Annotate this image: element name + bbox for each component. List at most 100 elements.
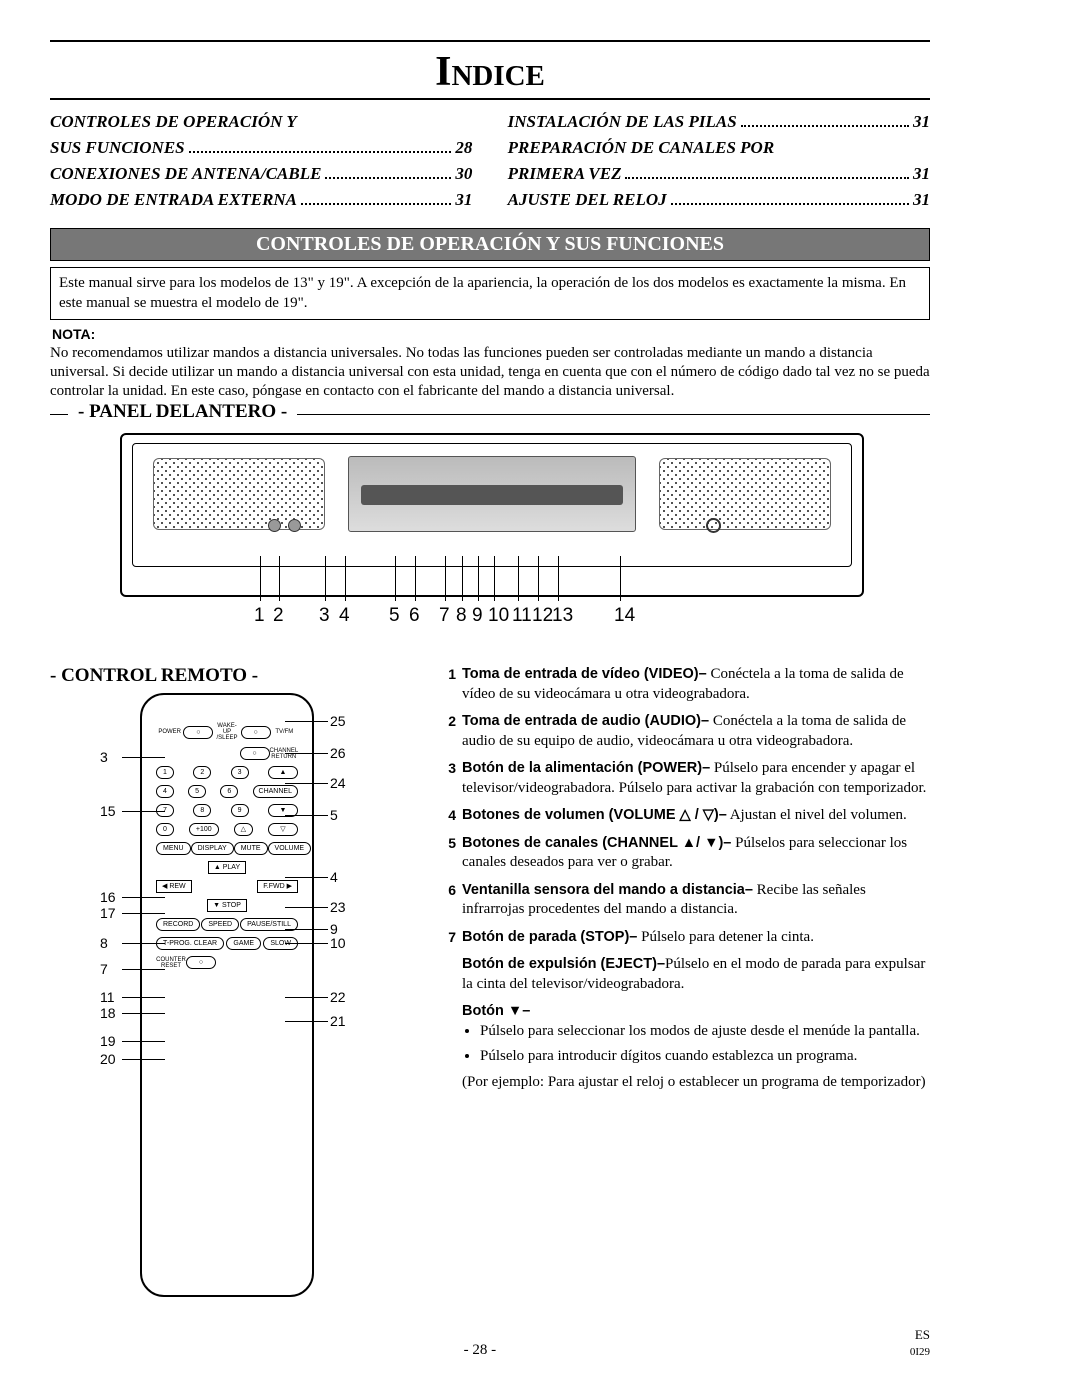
description-item: 1Toma de entrada de vídeo (VIDEO)– Conéc… bbox=[440, 665, 930, 704]
page-title: Indice bbox=[50, 48, 930, 96]
remote-key: CHANNEL bbox=[253, 785, 298, 798]
callout-number: 9 bbox=[472, 605, 483, 627]
remote-key: △ bbox=[234, 823, 253, 836]
notice-box: Este manual sirve para los modelos de 13… bbox=[50, 267, 930, 320]
callout-number: 12 bbox=[532, 605, 553, 627]
remote-lead-line bbox=[122, 1041, 165, 1042]
remote-lead-line bbox=[122, 997, 165, 998]
remote-key: +100 bbox=[189, 823, 219, 836]
remote-key: ▼ STOP bbox=[207, 899, 247, 912]
toc-entry: AJUSTE DEL RELOJ bbox=[508, 190, 667, 210]
remote-key: 1 bbox=[156, 766, 174, 779]
remote-key-area: POWER○WAKE-UP /SLEEP○TV/FM○CHANNEL RETUR… bbox=[152, 717, 302, 1095]
remote-key: 3 bbox=[231, 766, 249, 779]
callout-number: 11 bbox=[512, 605, 532, 627]
tape-slot bbox=[361, 485, 623, 505]
description-text: Toma de entrada de audio (AUDIO)– Conéct… bbox=[462, 712, 930, 751]
audio-jack-icon bbox=[288, 519, 301, 532]
remote-callout-number: 24 bbox=[330, 775, 346, 791]
description-item: Botón de expulsión (EJECT)–Púlselo en el… bbox=[440, 955, 930, 994]
remote-lead-line bbox=[122, 1013, 165, 1014]
remote-key: MENU bbox=[156, 842, 191, 855]
callout-line bbox=[518, 556, 519, 601]
remote-key: ○ bbox=[240, 747, 270, 760]
remote-key: ○ bbox=[241, 726, 271, 739]
description-item: 5Botones de canales (CHANNEL ▲/ ▼)– Púls… bbox=[440, 834, 930, 873]
front-panel-figure: 1234567891011121314 bbox=[100, 433, 880, 653]
description-text: Botón ▼–Púlselo para seleccionar los mod… bbox=[462, 1002, 930, 1092]
description-text: Botones de canales (CHANNEL ▲/ ▼)– Púlse… bbox=[462, 834, 930, 873]
remote-key: RECORD bbox=[156, 918, 200, 931]
remote-key: 2 bbox=[193, 766, 211, 779]
bullet-item: Púlselo para seleccionar los modos de aj… bbox=[480, 1022, 930, 1042]
remote-key: ▲ bbox=[268, 766, 298, 779]
tape-deck bbox=[348, 456, 636, 532]
remote-callout-number: 25 bbox=[330, 713, 346, 729]
remote-lead-line bbox=[122, 943, 165, 944]
remote-lead-line bbox=[122, 913, 165, 914]
remote-key-label: COUNTER RESET bbox=[156, 957, 186, 969]
callout-number: 7 bbox=[439, 605, 450, 627]
rule-mid bbox=[50, 98, 930, 100]
remote-callout-number: 19 bbox=[100, 1033, 116, 1049]
callout-number: 5 bbox=[389, 605, 400, 627]
description-text: Botón de parada (STOP)– Púlselo para det… bbox=[462, 928, 930, 948]
description-number: 7 bbox=[440, 928, 456, 948]
remote-key: ◀ REW bbox=[156, 880, 192, 893]
callout-number: 1 bbox=[254, 605, 265, 627]
remote-key: VOLUME bbox=[268, 842, 312, 855]
remote-key: ○ bbox=[186, 956, 216, 969]
remote-key: 4 bbox=[156, 785, 174, 798]
remote-lead-line bbox=[122, 811, 165, 812]
callout-line bbox=[558, 556, 559, 601]
remote-callout-number: 22 bbox=[330, 989, 346, 1005]
toc-entry: SUS FUNCIONES bbox=[50, 138, 185, 158]
remote-callout-number: 23 bbox=[330, 899, 346, 915]
remote-lead-line bbox=[122, 757, 165, 758]
callout-line bbox=[345, 556, 346, 601]
bullet-item: Púlselo para introducir dígitos cuando e… bbox=[480, 1047, 930, 1067]
remote-key: ▽ bbox=[268, 823, 298, 836]
toc-entry: PRIMERA VEZ bbox=[508, 164, 622, 184]
table-of-contents: CONTROLES DE OPERACIÓN Y SUS FUNCIONES28… bbox=[50, 112, 930, 210]
callout-number: 3 bbox=[319, 605, 330, 627]
toc-entry: PREPARACIÓN DE CANALES POR bbox=[508, 138, 775, 158]
remote-key: SPEED bbox=[201, 918, 239, 931]
speaker-left-icon bbox=[153, 458, 325, 530]
remote-key: F.FWD ▶ bbox=[257, 880, 298, 893]
toc-page: 30 bbox=[455, 164, 472, 184]
remote-callout-number: 18 bbox=[100, 1005, 116, 1021]
lang-code: ES bbox=[915, 1327, 930, 1342]
toc-entry: CONEXIONES DE ANTENA/CABLE bbox=[50, 164, 321, 184]
remote-callout-number: 20 bbox=[100, 1051, 116, 1067]
remote-lead-line bbox=[122, 1059, 165, 1060]
callout-number: 8 bbox=[456, 605, 467, 627]
description-item: 2Toma de entrada de audio (AUDIO)– Conéc… bbox=[440, 712, 930, 751]
front-panel-title: - PANEL DELANTERO - bbox=[68, 401, 297, 423]
remote-key: 8 bbox=[193, 804, 211, 817]
remote-key: 6 bbox=[220, 785, 238, 798]
remote-callout-number: 5 bbox=[330, 807, 338, 823]
description-text: Ventanilla sensora del mando a distancia… bbox=[462, 881, 930, 920]
remote-lead-line bbox=[285, 815, 328, 816]
remote-lead-line bbox=[122, 897, 165, 898]
remote-callout-number: 11 bbox=[100, 989, 115, 1005]
remote-key: 0 bbox=[156, 823, 174, 836]
remote-key-label: TV/FM bbox=[271, 729, 298, 735]
remote-key: DISPLAY bbox=[191, 842, 234, 855]
description-number: 1 bbox=[440, 665, 456, 704]
remote-callout-number: 15 bbox=[100, 803, 116, 819]
remote-key: GAME bbox=[226, 937, 261, 950]
callout-line bbox=[494, 556, 495, 601]
description-text: Toma de entrada de vídeo (VIDEO)– Conéct… bbox=[462, 665, 930, 704]
callout-number: 10 bbox=[488, 605, 509, 627]
description-item: 7 Botón de parada (STOP)– Púlselo para de… bbox=[440, 928, 930, 948]
callout-number: 2 bbox=[273, 605, 284, 627]
remote-callout-number: 4 bbox=[330, 869, 338, 885]
remote-lead-line bbox=[285, 753, 328, 754]
page-number: - 28 - bbox=[464, 1342, 497, 1359]
remote-lead-line bbox=[285, 929, 328, 930]
remote-figure: POWER○WAKE-UP /SLEEP○TV/FM○CHANNEL RETUR… bbox=[50, 693, 410, 1313]
remote-lead-line bbox=[285, 721, 328, 722]
description-item: 4Botones de volumen (VOLUME △ / ▽)– Ajus… bbox=[440, 806, 930, 826]
